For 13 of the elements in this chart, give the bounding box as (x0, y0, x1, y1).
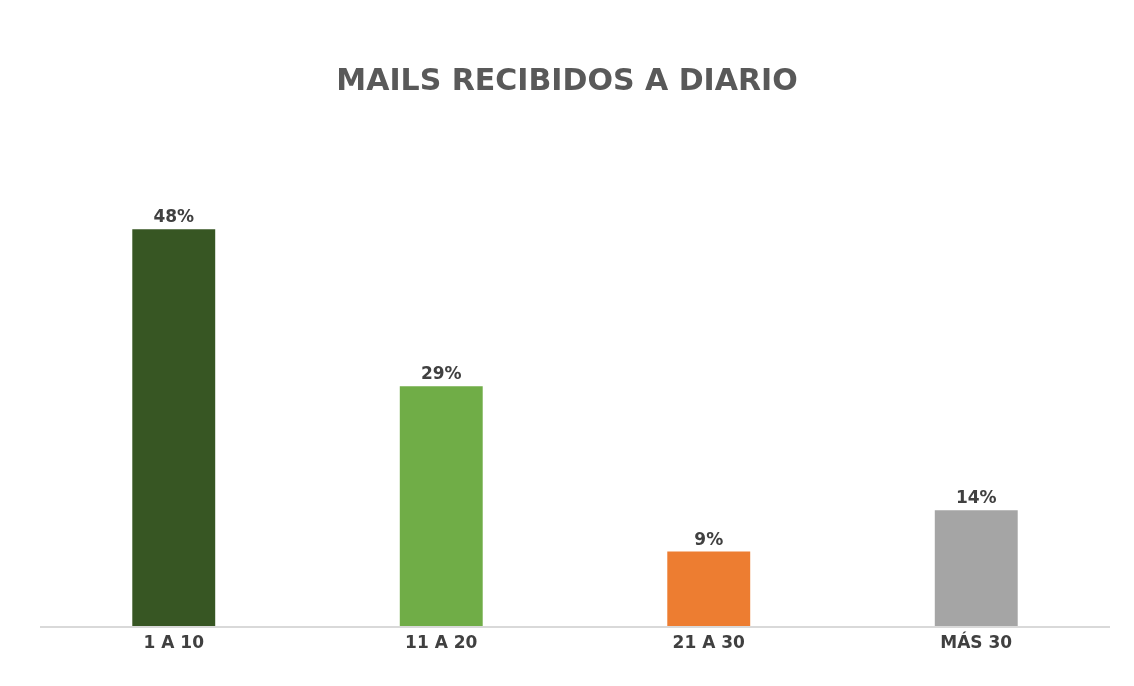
data-label: 14% (955, 487, 997, 508)
x-tick-label: MÁS 30 (940, 631, 1013, 653)
x-tick-label: 21 A 30 (672, 632, 746, 653)
bar (399, 386, 483, 626)
x-tick-label: 11 A 20 (405, 632, 478, 653)
data-label: 9% (694, 528, 724, 549)
data-label: 48% (153, 206, 195, 227)
bar (667, 551, 751, 626)
chart-title: MAILS RECIBIDOS A DIARIO (336, 61, 798, 97)
bar (132, 229, 216, 626)
bar (934, 510, 1018, 626)
data-label: 29% (420, 363, 462, 384)
x-tick-label: 1 A 10 (143, 632, 205, 653)
